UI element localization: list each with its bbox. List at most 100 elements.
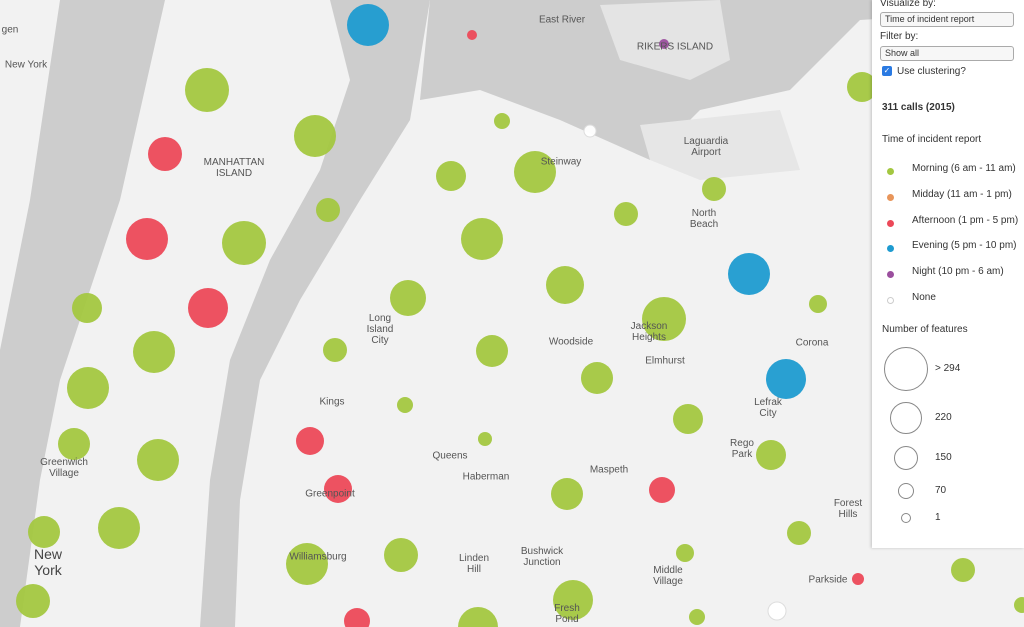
cluster — [126, 218, 168, 260]
map-label: Rego Park — [730, 438, 754, 460]
legend-title: Time of incident report — [882, 134, 982, 145]
map-label: Greenpoint — [305, 489, 355, 500]
cluster — [296, 427, 324, 455]
cluster — [766, 359, 806, 399]
cluster — [659, 39, 669, 49]
map-label: Elmhurst — [645, 356, 685, 367]
map-label: New York — [5, 60, 48, 71]
cluster — [702, 177, 726, 201]
cluster — [553, 580, 593, 620]
cluster — [673, 404, 703, 434]
map-label: Williamsburg — [289, 552, 346, 563]
cluster — [98, 507, 140, 549]
cluster — [494, 113, 510, 129]
cluster — [1014, 597, 1024, 613]
cluster — [649, 477, 675, 503]
map-label: Lefrak City — [754, 397, 783, 419]
map-label: Linden Hill — [459, 553, 489, 575]
cluster — [951, 558, 975, 582]
cluster — [852, 573, 864, 585]
cluster — [148, 137, 182, 171]
cluster — [16, 584, 50, 618]
cluster — [642, 297, 686, 341]
size-circle — [898, 483, 914, 499]
map-label: Steinway — [541, 157, 582, 168]
label: Use clustering? — [897, 66, 966, 77]
legend-swatch — [887, 271, 894, 279]
cluster — [185, 68, 229, 112]
size-title: Number of features — [882, 324, 968, 335]
cluster — [676, 544, 694, 562]
cluster — [809, 295, 827, 313]
map-label: RIKERS ISLAND — [637, 42, 713, 53]
size-circle — [901, 513, 911, 523]
map-label: Woodside — [549, 337, 594, 348]
map-label: North Beach — [690, 208, 718, 230]
map-label: gen — [2, 25, 19, 36]
size-circle — [884, 347, 928, 391]
cluster — [384, 538, 418, 572]
cluster — [478, 432, 492, 446]
map-label: Maspeth — [590, 465, 628, 476]
size-circle — [890, 402, 922, 434]
map-label: Long Island City — [367, 313, 394, 346]
cluster — [286, 543, 328, 585]
legend-label: None — [912, 292, 936, 303]
cluster — [514, 151, 556, 193]
size-circle — [894, 446, 918, 470]
map-label: Corona — [796, 338, 829, 349]
map-label: Laguardia Airport — [684, 136, 729, 158]
map-label: Jackson Heights — [631, 321, 668, 343]
panel-title: 311 calls (2015) — [882, 102, 955, 113]
legend-label: Afternoon (1 pm - 5 pm) — [912, 214, 1019, 226]
map-label: Queens — [432, 451, 467, 462]
cluster — [756, 440, 786, 470]
map-label: East River — [539, 15, 586, 26]
size-label: 150 — [935, 452, 952, 463]
legend-label: Night (10 pm - 6 am) — [912, 266, 1004, 278]
cluster — [397, 397, 413, 413]
map-label: Middle Village — [653, 565, 683, 587]
map-label: New York — [34, 546, 63, 578]
cluster — [324, 475, 352, 503]
filter-select[interactable]: Show all — [880, 46, 1014, 61]
cluster — [67, 367, 109, 409]
cluster — [614, 202, 638, 226]
cluster — [222, 221, 266, 265]
map-label: Bushwick Junction — [521, 546, 564, 568]
cluster — [188, 288, 228, 328]
legend-swatch — [887, 297, 894, 304]
cluster — [458, 607, 498, 627]
map-label: MANHATTAN ISLAND — [204, 157, 265, 179]
cluster — [546, 266, 584, 304]
map-label: Haberman — [463, 472, 510, 483]
checkbox[interactable]: ✓ — [882, 66, 892, 76]
map-label: Fresh Pond — [554, 603, 580, 625]
hudson-river — [0, 0, 165, 627]
cluster — [767, 601, 787, 621]
legend-swatch — [887, 245, 894, 253]
map-label: Forest Hills — [834, 498, 863, 520]
visualize-select[interactable]: Time of incident report — [880, 12, 1014, 27]
label: Visualize by: — [880, 0, 936, 9]
size-label: 1 — [935, 512, 941, 523]
legend-swatch — [887, 168, 894, 175]
legend-label: Morning (6 am - 11 am) — [912, 163, 1016, 174]
size-label: > 294 — [935, 363, 961, 374]
cluster — [390, 280, 426, 316]
cluster — [689, 609, 705, 625]
east-river — [200, 0, 430, 627]
cluster — [58, 428, 90, 460]
cluster — [728, 253, 770, 295]
cluster — [344, 608, 370, 627]
legend-swatch — [887, 193, 894, 201]
size-label: 70 — [935, 485, 947, 496]
cluster — [133, 331, 175, 373]
label: Filter by: — [880, 31, 919, 42]
cluster — [787, 521, 811, 545]
cluster — [323, 338, 347, 362]
map-label: Kings — [319, 397, 344, 408]
cluster — [551, 478, 583, 510]
